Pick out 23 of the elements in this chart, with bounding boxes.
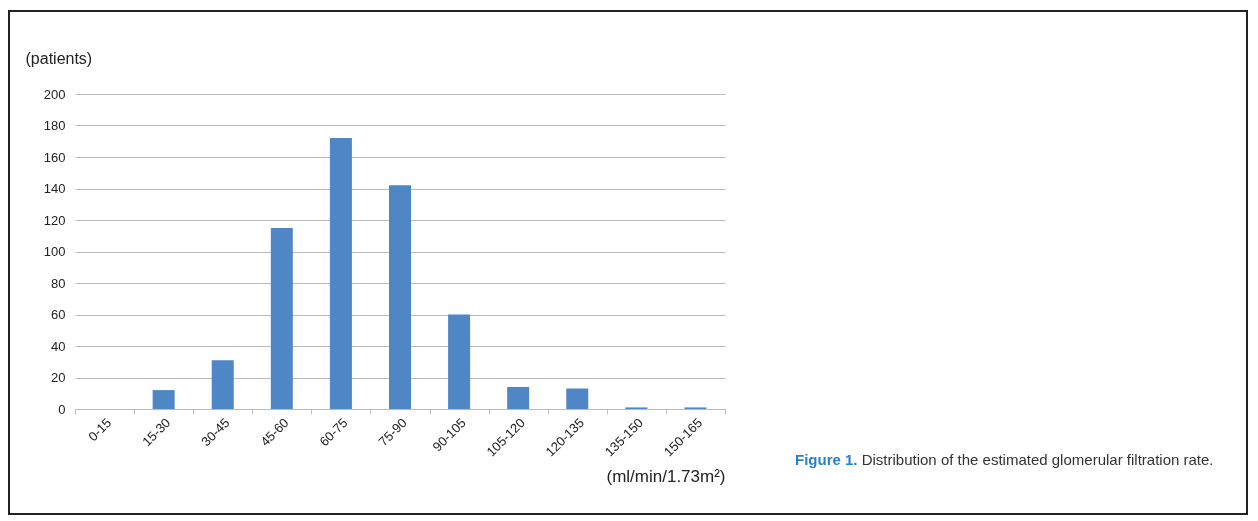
bar: [211, 360, 234, 409]
bar: [448, 314, 471, 409]
y-tick-label: 140: [43, 181, 66, 196]
y-tick-label: 60: [51, 307, 66, 322]
bar: [507, 386, 530, 409]
bar: [389, 185, 411, 409]
y-tick-label: 40: [51, 338, 66, 354]
bar: [566, 388, 589, 409]
bar: [152, 390, 175, 409]
y-tick-label: 180: [43, 118, 66, 133]
y-tick-label: 100: [43, 244, 66, 259]
y-tick-label: 160: [43, 149, 66, 165]
y-tick-label: 0: [58, 401, 66, 417]
y-tick-label: 80: [51, 275, 66, 291]
y-axis-title: (patients): [25, 49, 93, 67]
bar: [270, 227, 293, 409]
x-axis-title: (ml/min/1.73m²): [606, 467, 726, 487]
y-tick-label: 120: [43, 212, 66, 228]
y-tick-label: 200: [43, 86, 66, 102]
text: Figure 1.: [795, 451, 858, 468]
y-tick-label: 20: [51, 370, 66, 385]
bar: [329, 138, 352, 409]
text: Distribution of the estimated glomerular filtration rate.: [861, 451, 1214, 468]
